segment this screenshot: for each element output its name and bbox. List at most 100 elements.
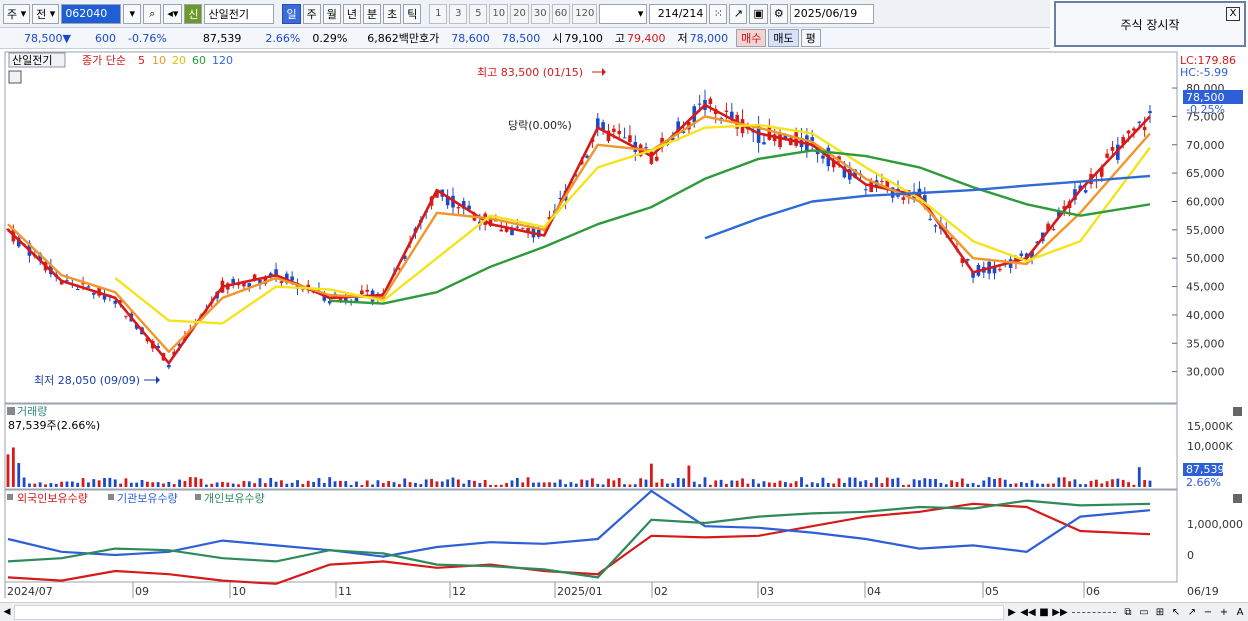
eval-button[interactable]: 평 — [800, 29, 821, 47]
open-price: 79,100 — [564, 31, 603, 45]
candle-body — [681, 131, 686, 133]
minute-option-60[interactable]: 60 — [551, 3, 571, 24]
forward-icon[interactable]: ▶▶ — [1052, 606, 1068, 618]
volume-panel-icon[interactable] — [7, 407, 15, 415]
timeframe-week[interactable]: 주 — [302, 3, 321, 24]
volume-bar — [623, 484, 626, 487]
window-icon[interactable]: ▭ — [1139, 606, 1149, 618]
volume-panel-close-icon[interactable] — [1233, 407, 1242, 416]
count-field[interactable]: 214/214 — [649, 3, 708, 24]
y-tick-label: 55,000 — [1186, 224, 1225, 237]
close-label: X — [1229, 8, 1237, 19]
volume-bar — [789, 483, 793, 487]
custom-interval-input[interactable]: ▾ — [599, 3, 648, 24]
search-icon[interactable]: ⌕ — [143, 3, 162, 24]
minute-option-120[interactable]: 120 — [572, 3, 598, 24]
timeframe-tick[interactable]: 틱 — [403, 3, 422, 24]
volume-bar — [939, 482, 943, 487]
volume-bar — [1025, 483, 1029, 487]
candle-body — [252, 274, 257, 280]
compare-select[interactable]: 전 ▾ — [32, 3, 60, 24]
minute-option-3[interactable]: 3 — [449, 3, 468, 24]
ma-line-120 — [704, 174, 1151, 240]
horizontal-scrollbar[interactable] — [14, 604, 1004, 620]
volume-bar — [505, 482, 509, 487]
candle-body — [456, 207, 461, 209]
y-tick-label: 40,000 — [1186, 309, 1225, 322]
gear-icon[interactable]: ⚙ — [769, 3, 788, 24]
holding-line-2 — [7, 489, 1151, 558]
date-field[interactable]: 2025/06/19 — [789, 3, 874, 24]
timeframe-second[interactable]: 초 — [383, 3, 402, 24]
rewind-icon[interactable]: ◀◀ — [1020, 606, 1036, 618]
chart-area[interactable]: 80,000 75,000 70,000 65,000 60,000 55,000 50,0… — [0, 50, 1248, 602]
volume-bar — [440, 481, 444, 487]
period-type-select[interactable]: 주 ▾ — [3, 3, 31, 24]
save-icon[interactable]: ▣ — [749, 3, 768, 24]
minus-icon[interactable]: − — [1203, 606, 1213, 618]
volume-bar — [993, 478, 996, 487]
buy-button[interactable]: 매수 — [736, 29, 767, 47]
scroll-left-icon[interactable]: ◀ — [3, 607, 11, 617]
minute-option-10[interactable]: 10 — [489, 3, 509, 24]
stock-tag-box[interactable] — [8, 52, 66, 68]
candle-body — [402, 255, 407, 259]
volume-bar — [564, 484, 567, 487]
timeframe-minute[interactable]: 분 — [362, 3, 382, 24]
minute-option-20[interactable]: 20 — [510, 3, 529, 24]
candle-body — [322, 296, 327, 301]
layout-icon[interactable]: ⊞ — [1155, 606, 1165, 618]
text-size-icon[interactable]: A — [1236, 606, 1244, 618]
volume-bar — [671, 483, 675, 487]
close-icon[interactable]: X — [1226, 7, 1240, 21]
minute-option-30[interactable]: 30 — [530, 3, 550, 24]
tool-icon-1[interactable]: ↖ — [1171, 606, 1181, 618]
sell-button[interactable]: 매도 — [768, 29, 799, 47]
candle-body — [515, 226, 520, 228]
hc-value: HC:-5.99 — [1180, 66, 1228, 79]
copy-icon[interactable]: ⧉ — [1124, 606, 1132, 618]
volume-panel-frame — [4, 403, 1178, 490]
turnover-pct: 0.29% — [312, 31, 348, 45]
sound-icon[interactable]: ◂▾ — [163, 3, 183, 24]
holding-panel-close-icon[interactable] — [1233, 494, 1242, 503]
chart-svg[interactable]: 80,00075,00070,00065,00060,00055,00050,0… — [0, 50, 1248, 602]
zoom-slider[interactable] — [1072, 611, 1116, 613]
stop-icon[interactable]: ■ — [1039, 606, 1049, 618]
timeframe-month[interactable]: 월 — [322, 3, 341, 24]
candle-body — [397, 268, 402, 270]
tool-icon-2[interactable]: ↗ — [1187, 606, 1197, 618]
current-price-value: 78,500 — [24, 31, 63, 45]
candle-body — [585, 155, 589, 158]
volume-bar — [1003, 479, 1007, 487]
candle-body — [488, 218, 493, 226]
volume-bar — [934, 478, 937, 487]
code-dropdown-icon[interactable]: ▾ — [123, 3, 142, 24]
draw-tool-icon[interactable]: ↗ — [729, 3, 748, 24]
stock-code-input[interactable]: 062040 — [61, 3, 122, 24]
candle-body — [1051, 229, 1056, 231]
volume-bar — [285, 483, 289, 487]
minute-option-5[interactable]: 5 — [469, 3, 488, 24]
volume-bar — [853, 477, 857, 487]
volume-bar — [601, 484, 605, 487]
candle-body — [778, 132, 782, 148]
minute-option-1[interactable]: 1 — [429, 3, 448, 24]
current-price-tag — [1183, 90, 1243, 104]
plus-icon[interactable]: + — [1219, 606, 1229, 618]
volume-bar — [515, 477, 519, 487]
stock-name-field[interactable]: 산일전기 — [204, 3, 275, 24]
volume-bar — [955, 482, 959, 487]
volume-bar — [725, 483, 728, 487]
timeframe-year[interactable]: 년 — [342, 3, 361, 24]
volume-bar — [810, 482, 814, 487]
grid-tool-icon[interactable]: ⁙ — [709, 3, 728, 24]
volume-bar — [247, 481, 251, 487]
volume-bar — [210, 483, 214, 487]
timeframe-day[interactable]: 일 — [282, 3, 301, 24]
candle-body — [724, 110, 729, 112]
volume-bar — [521, 482, 525, 487]
volume-bar — [950, 480, 954, 487]
calculator-icon[interactable] — [8, 70, 22, 84]
play-icon[interactable]: ▶ — [1008, 606, 1016, 618]
